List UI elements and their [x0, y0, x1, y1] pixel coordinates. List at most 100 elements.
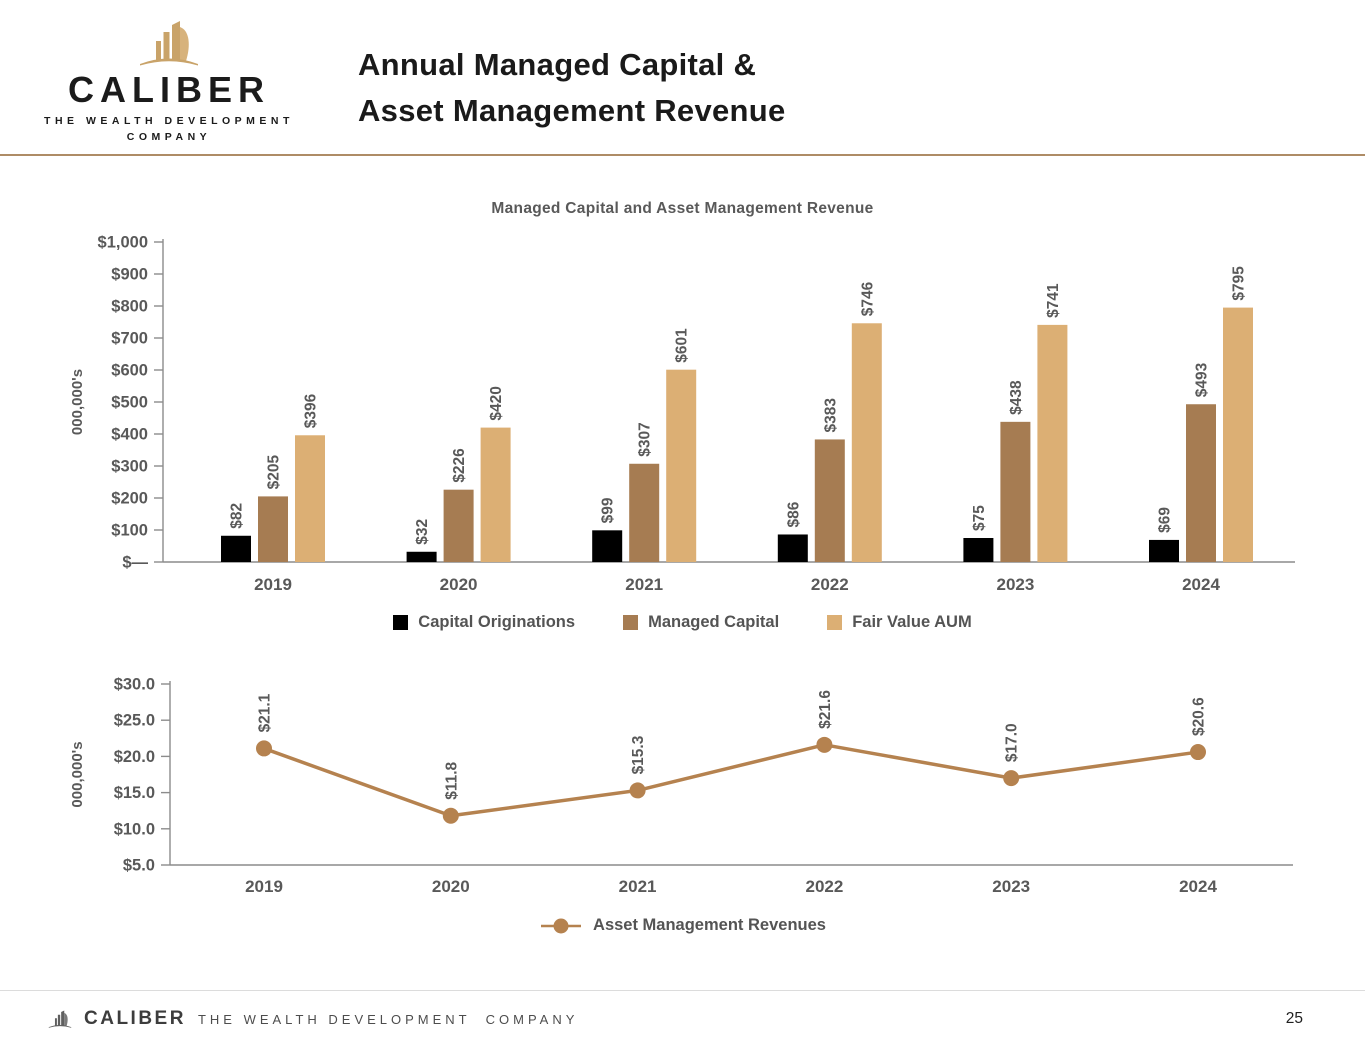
data-point-marker [256, 740, 272, 757]
data-value-label: $226 [451, 448, 468, 483]
legend-item: Fair Value AUM [827, 613, 972, 632]
bar-capital-originations [963, 538, 994, 562]
data-value-label: $746 [859, 281, 876, 316]
data-value-label: $383 [822, 398, 839, 433]
y-tick-label: $700 [111, 330, 148, 348]
bar-fair-value-aum [1037, 324, 1068, 562]
x-category-label: 2024 [1182, 575, 1220, 594]
data-point-marker [1003, 770, 1020, 787]
data-value-label: $21.1 [257, 693, 274, 732]
x-category-label: 2019 [254, 575, 292, 594]
x-category-label: 2024 [1179, 877, 1217, 896]
data-value-label: $205 [266, 455, 283, 490]
page-number: 25 [1285, 1010, 1303, 1027]
bar-managed-capital [814, 439, 845, 562]
y-tick-label: $20.0 [114, 748, 155, 766]
data-point-marker [442, 807, 459, 824]
bar-fair-value-aum [1223, 307, 1253, 562]
y-axis-title: 000,000's [69, 741, 86, 807]
legend-label: Managed Capital [648, 613, 780, 631]
y-tick-label: $1,000 [98, 234, 148, 252]
brand-name: CALIBER [68, 69, 270, 110]
y-axis-title: 000,000's [69, 369, 86, 435]
y-tick-label: $30.0 [114, 676, 155, 694]
x-category-label: 2019 [245, 877, 283, 896]
bar-fair-value-aum [851, 323, 882, 562]
y-tick-label: $600 [111, 362, 148, 380]
footer-logo: CALIBER THE WEALTH DEVELOPMENT COMPANY [48, 1008, 578, 1030]
legend-line-marker [541, 918, 582, 933]
y-tick-label: $10.0 [114, 820, 155, 838]
brand-tagline-line2: COMPANY [126, 130, 212, 143]
revenue-line [263, 743, 1199, 818]
x-category-label: 2023 [996, 575, 1034, 594]
y-tick-label: $15.0 [114, 784, 155, 802]
data-point-marker [1190, 744, 1206, 761]
legend-label: Fair Value AUM [852, 613, 972, 631]
data-value-label: $601 [674, 328, 691, 363]
data-value-label: $307 [637, 422, 654, 456]
legend-swatch [623, 615, 639, 630]
x-category-label: 2023 [992, 877, 1030, 896]
y-tick-label: $100 [111, 522, 148, 540]
bar-fair-value-aum [480, 427, 511, 562]
legend-swatch [827, 615, 843, 630]
bar-managed-capital [1000, 421, 1031, 562]
x-category-label: 2021 [619, 877, 657, 896]
header-logo: CALIBER THE WEALTH DEVELOPMENT COMPANY [38, 18, 300, 144]
data-value-label: $82 [229, 503, 246, 529]
y-tick-label: $25.0 [114, 712, 155, 730]
data-point-marker [816, 736, 833, 753]
bar-capital-originations [221, 535, 251, 562]
y-tick-label: $800 [111, 298, 148, 316]
y-tick-label: $— [122, 554, 148, 572]
y-tick-label: $400 [111, 426, 148, 444]
x-category-label: 2020 [432, 877, 470, 896]
line-chart: $5.0 $10.0 $15.0 $20.0 $25.0 $30.0 000,000's 20… [69, 676, 1293, 896]
data-value-label: $493 [1194, 362, 1211, 397]
legend-item: Asset Management Revenues [539, 916, 826, 935]
data-point-marker [629, 782, 646, 799]
y-tick-label: $5.0 [123, 857, 155, 875]
legend-swatch [393, 615, 409, 630]
bar-capital-originations [777, 534, 808, 562]
legend-marker-circle [553, 918, 569, 933]
legend-label: Capital Originations [418, 613, 576, 631]
data-value-label: $20.6 [1191, 697, 1208, 736]
bar-chart-title: Managed Capital and Asset Management Rev… [491, 200, 874, 217]
data-value-label: $32 [414, 519, 431, 545]
line-chart-legend: Asset Management Revenues [0, 916, 1365, 935]
data-value-label: $69 [1157, 507, 1174, 533]
data-value-label: $396 [303, 393, 320, 428]
page-title-line2: Asset Management Revenue [358, 93, 786, 128]
data-value-label: $17.0 [1004, 723, 1021, 762]
page-title: Annual Managed Capital & Asset Management… [358, 42, 786, 134]
bar-capital-originations [406, 551, 437, 562]
y-tick-label: $900 [111, 266, 148, 284]
data-value-label: $795 [1231, 266, 1248, 301]
y-tick-label: $500 [111, 394, 148, 412]
page-title-line1: Annual Managed Capital & [358, 47, 757, 82]
legend-item: Managed Capital [623, 613, 779, 632]
y-tick-label: $200 [111, 490, 148, 508]
data-value-label: $99 [600, 497, 617, 523]
x-category-label: 2020 [440, 575, 478, 594]
bar-capital-originations [1149, 539, 1179, 562]
footer-divider [0, 990, 1365, 991]
x-category-label: 2022 [805, 877, 843, 896]
bar-capital-originations [592, 530, 623, 562]
footer-brand-name: CALIBER [84, 1008, 186, 1029]
y-tick-label: $300 [111, 458, 148, 476]
data-value-label: $438 [1008, 380, 1025, 415]
x-category-label: 2021 [625, 575, 663, 594]
caliber-building-icon-small [48, 1010, 72, 1028]
bar-managed-capital [629, 463, 660, 562]
data-value-label: $420 [488, 386, 505, 420]
data-value-label: $15.3 [630, 735, 647, 774]
data-value-label: $21.6 [817, 690, 834, 729]
bar-managed-capital [1186, 404, 1216, 562]
brand-tagline-line1: THE WEALTH DEVELOPMENT [44, 115, 294, 127]
footer-brand-tagline: THE WEALTH DEVELOPMENT COMPANY [197, 1011, 579, 1027]
bar-managed-capital [443, 489, 474, 562]
